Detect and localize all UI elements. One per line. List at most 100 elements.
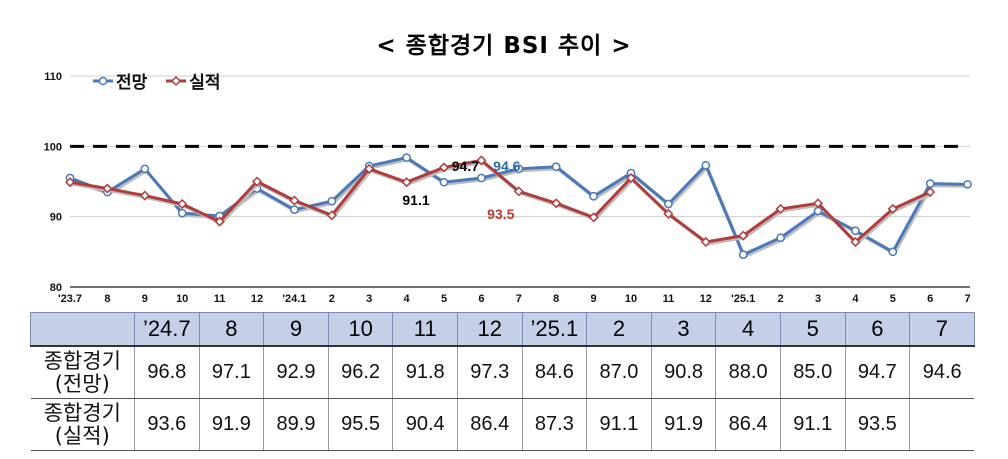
forecast-point: [402, 153, 411, 162]
table-header-cell: 8: [198, 312, 265, 347]
x-tick-label: '25.1: [731, 293, 755, 305]
table-header-cell: ’24.7: [134, 312, 200, 347]
x-tick-label: 10: [176, 293, 188, 305]
actual-point: [887, 203, 898, 214]
forecast-point: [776, 233, 785, 243]
table-cell: 94.6: [909, 345, 975, 399]
forecast-point: [477, 173, 486, 183]
y-tick-label: 100: [44, 141, 62, 153]
x-tick-label: 4: [852, 293, 859, 305]
x-tick-label: 10: [625, 293, 637, 305]
table-header-cell: 2: [586, 312, 652, 347]
row-label-line2: (전망): [54, 371, 110, 396]
legend-actual-marker-icon: [166, 75, 187, 86]
table-cell: 87.0: [586, 345, 652, 399]
x-tick-label: '24.1: [282, 293, 306, 305]
line-chart: 80 90 100 110 '23.7 8 9 10 11 12 '24.1 2 3 4 5 6 7 8 9 10 11…: [44, 71, 972, 305]
table-header-cell: ’25.1: [521, 312, 588, 347]
table-cell: 94.7: [844, 345, 910, 399]
page-title: < 종합경기 BSI 추이 >: [376, 33, 632, 59]
forecast-point: [851, 226, 860, 236]
forecast-point: [177, 208, 187, 218]
table-cell: 96.2: [327, 345, 393, 399]
forecast-point: [589, 191, 598, 201]
legend-forecast-label: 전망: [116, 73, 148, 93]
forecast-point: [701, 160, 711, 170]
actual-point: [177, 198, 188, 210]
legend-forecast-marker-icon: [93, 76, 113, 85]
forecast-point: [963, 179, 972, 189]
x-tick-label: 6: [478, 293, 484, 305]
actual-point: [251, 176, 263, 187]
table-header-cell: 6: [844, 312, 911, 347]
table-cell: 90.4: [392, 398, 458, 451]
forecast-point: [290, 205, 299, 214]
table-header-cell: 10: [327, 312, 394, 347]
actual-point: [326, 210, 337, 221]
x-tick-label: 4: [404, 293, 411, 305]
actual-point: [850, 236, 861, 248]
y-tick-label: 110: [44, 71, 62, 83]
forecast-point: [925, 179, 935, 188]
x-tick-label: 12: [700, 293, 712, 305]
actual-point: [588, 212, 599, 223]
y-tick-label: 90: [50, 212, 62, 224]
table-cell: [909, 398, 975, 451]
table-cell: 85.0: [779, 345, 846, 399]
row-label: 종합경기 (실적): [30, 398, 135, 451]
x-tick-label: 7: [516, 293, 522, 305]
x-tick-label: 9: [591, 293, 597, 305]
table-cell: 97.3: [456, 345, 523, 399]
table-cell: 91.9: [650, 398, 716, 451]
actual-point: [775, 203, 786, 214]
x-tick-label: 2: [778, 293, 784, 305]
actual-point: [64, 177, 76, 188]
legend-actual-label: 실적: [189, 73, 221, 93]
table-cell: 93.6: [134, 398, 200, 451]
forecast-point: [813, 206, 823, 216]
actual-point: [401, 177, 412, 188]
x-tick-label: 8: [104, 293, 110, 305]
actual-point: [625, 172, 637, 184]
table-header-cell: 4: [715, 312, 781, 347]
forecast-point: [551, 162, 561, 172]
table-row: 종합경기 (전망) 96.8 97.1 92.9 96.2 91.8 97.3 …: [30, 345, 975, 399]
table-header-cell: 9: [263, 312, 329, 347]
table-header-cell: 11: [392, 312, 458, 347]
actual-point: [476, 155, 487, 166]
forecast-point: [514, 164, 524, 174]
x-tick-label: 3: [815, 293, 821, 305]
data-label: 94.6: [493, 158, 520, 174]
actual-point: [214, 216, 225, 227]
actual-point: [738, 230, 749, 241]
forecast-point: [140, 164, 150, 174]
data-label: 94.7: [452, 158, 479, 174]
data-label: 91.1: [402, 192, 429, 208]
y-tick-label: 80: [50, 282, 62, 294]
table-cell: 86.4: [715, 398, 781, 451]
table-header-cell: 5: [779, 312, 846, 347]
table-cell: 91.1: [779, 398, 846, 451]
legend-item-forecast: 전망: [92, 68, 147, 93]
actual-point: [812, 198, 824, 209]
table-cell: 86.4: [456, 398, 523, 451]
table-cell: 91.8: [392, 345, 458, 399]
data-table: ’24.7 8 9 10 11 12 ’25.1 2 3 4 5 6 7 종합경…: [30, 312, 975, 451]
actual-point: [700, 236, 711, 248]
table-cell: 91.1: [586, 398, 652, 451]
table-cell: 95.5: [327, 398, 393, 451]
row-label-line1: 종합경기: [43, 348, 121, 373]
forecast-point: [664, 199, 673, 209]
x-tick-label: 7: [965, 293, 971, 305]
table-cell: 91.9: [198, 398, 264, 451]
actual-point: [663, 208, 674, 219]
x-tick-label: 6: [927, 293, 933, 305]
table-header-cell: 7: [909, 312, 975, 347]
chart-legend: 전망 실적: [92, 68, 232, 93]
row-label-line2: (실적): [54, 423, 110, 448]
actual-point: [925, 186, 936, 198]
actual-point: [139, 190, 150, 201]
table-row: 종합경기 (실적) 93.6 91.9 89.9 95.5 90.4 86.4 …: [30, 398, 975, 451]
x-tick-label: 8: [553, 293, 559, 305]
legend-item-actual: 실적: [165, 68, 220, 93]
